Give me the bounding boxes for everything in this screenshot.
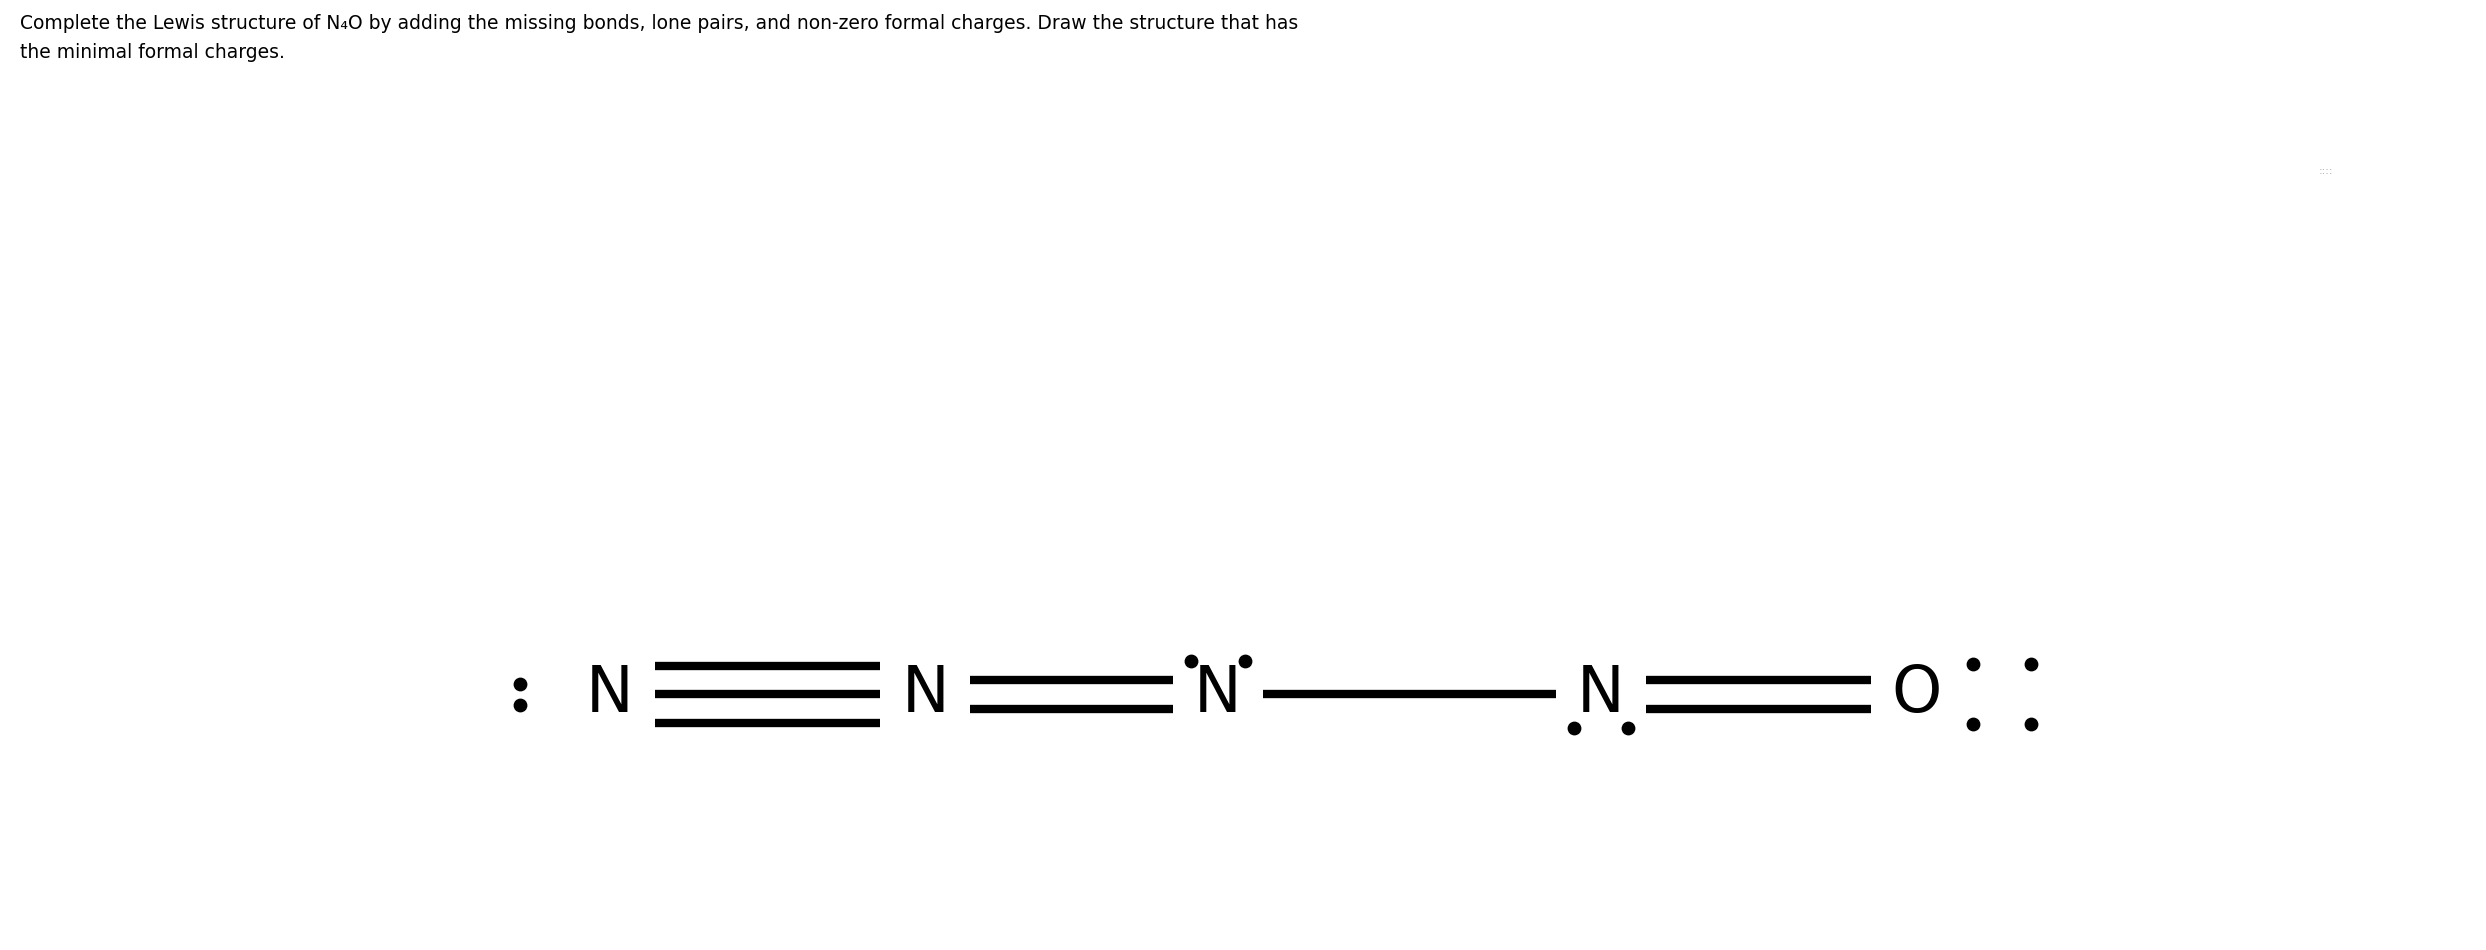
Text: O: O [1892, 663, 1942, 726]
Text: S: S [2399, 512, 2409, 530]
Point [2011, 717, 2051, 732]
Text: N: N [2397, 370, 2411, 388]
Point [500, 676, 539, 692]
Text: ↺: ↺ [67, 105, 80, 120]
Text: the minimal formal charges.: the minimal formal charges. [20, 43, 286, 62]
Text: I: I [2401, 866, 2406, 884]
Text: H: H [2397, 228, 2411, 246]
Text: ◇: ◇ [75, 305, 85, 318]
Point [1952, 656, 1991, 672]
Text: Br: Br [2394, 796, 2414, 814]
Text: +: + [75, 530, 85, 543]
Text: N: N [1576, 663, 1626, 726]
Text: Complete the Lewis structure of N₄O by adding the missing bonds, lone pairs, and: Complete the Lewis structure of N₄O by a… [20, 14, 1298, 33]
Text: C: C [144, 105, 154, 120]
Text: ⊡
↗: ⊡ ↗ [75, 185, 85, 213]
Point [1226, 654, 1265, 669]
Text: C: C [2399, 299, 2409, 317]
Text: ⊗: ⊗ [186, 105, 199, 120]
Text: N: N [1193, 663, 1243, 726]
Text: ⁚⁚: ⁚⁚ [2399, 166, 2409, 180]
Text: O: O [2397, 441, 2411, 459]
Text: N: N [587, 663, 634, 726]
Text: ••: •• [72, 755, 87, 769]
Text: Cl: Cl [2394, 725, 2414, 743]
Text: 2D: 2D [226, 105, 246, 120]
Text: P: P [2399, 654, 2409, 672]
Point [1952, 717, 1991, 732]
Text: ::::: :::: [2319, 166, 2332, 176]
Point [1171, 654, 1211, 669]
Point [2011, 656, 2051, 672]
Text: ↻: ↻ [107, 105, 117, 120]
Point [500, 697, 539, 712]
Text: F: F [2399, 583, 2409, 601]
Text: /: / [77, 418, 82, 430]
Text: −: − [75, 643, 85, 656]
Point [1608, 720, 1648, 735]
Text: ⊡: ⊡ [75, 868, 85, 882]
Text: N: N [902, 663, 950, 726]
Point [1554, 720, 1594, 735]
